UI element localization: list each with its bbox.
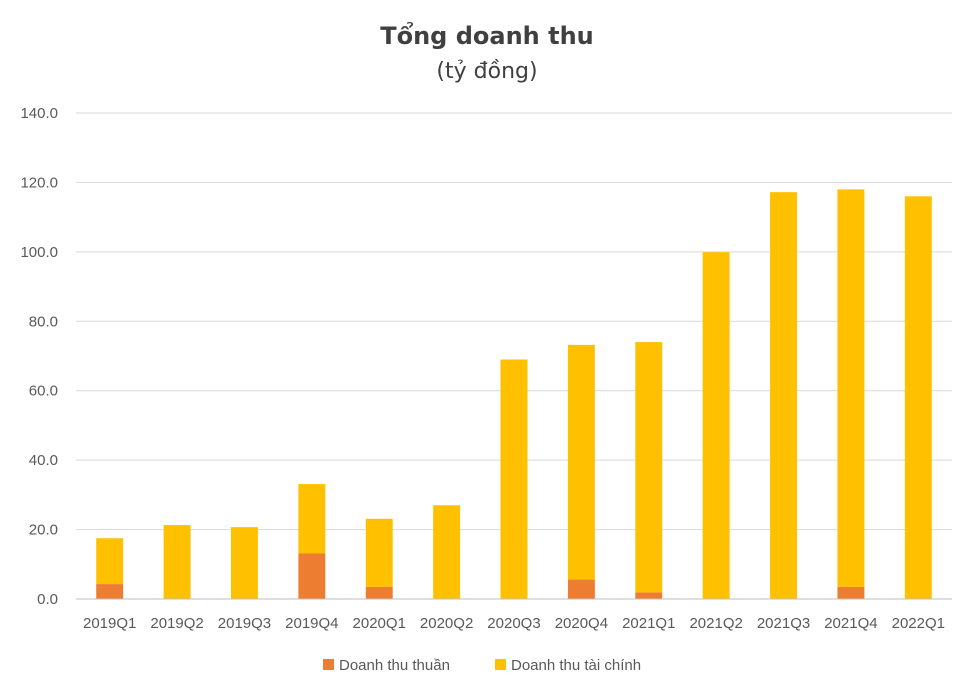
bar-doanh-thu-tai-chinh — [298, 484, 326, 554]
chart-title: Tổng doanh thu — [380, 20, 594, 50]
x-tick-label: 2019Q1 — [83, 615, 136, 632]
y-axis-ticks: 0.0 20.0 40.0 60.0 80.0 100.0 120.0 140.0 — [20, 105, 58, 608]
x-tick-label: 2022Q1 — [892, 615, 945, 632]
y-tick-label: 20.0 — [29, 522, 58, 539]
bar-doanh-thu-thuan — [567, 579, 595, 599]
chart-subtitle: (tỷ đồng) — [436, 59, 537, 84]
bar-doanh-thu-tai-chinh — [163, 525, 191, 599]
bar-doanh-thu-thuan — [837, 586, 865, 599]
bar-doanh-thu-tai-chinh — [904, 196, 932, 600]
x-tick-label: 2020Q2 — [420, 615, 473, 632]
y-tick-label: 140.0 — [20, 105, 58, 122]
legend-label: Doanh thu thuần — [339, 657, 450, 674]
y-tick-label: 60.0 — [29, 383, 58, 400]
legend-swatch-doanh-thu-tai-chinh — [495, 659, 506, 670]
bar-doanh-thu-tai-chinh — [770, 192, 798, 600]
x-tick-label: 2020Q4 — [555, 615, 608, 632]
x-axis-ticks: 2019Q1 2019Q2 2019Q3 2019Q4 2020Q1 2020Q2 2020… — [83, 615, 945, 632]
bar-doanh-thu-tai-chinh — [365, 518, 393, 587]
bar-doanh-thu-tai-chinh — [96, 538, 124, 585]
x-tick-label: 2020Q1 — [353, 615, 406, 632]
bar-doanh-thu-tai-chinh — [567, 344, 595, 580]
x-tick-label: 2020Q3 — [487, 615, 540, 632]
bar-doanh-thu-tai-chinh — [635, 342, 663, 593]
bar-doanh-thu-thuan — [96, 584, 124, 599]
y-tick-label: 0.0 — [37, 591, 58, 608]
bar-doanh-thu-tai-chinh — [837, 189, 865, 587]
x-tick-label: 2019Q2 — [150, 615, 203, 632]
bar-doanh-thu-tai-chinh — [230, 527, 258, 599]
legend-label: Doanh thu tài chính — [511, 657, 641, 674]
x-tick-label: 2021Q4 — [824, 615, 877, 632]
bar-doanh-thu-tai-chinh — [500, 359, 528, 599]
y-tick-label: 80.0 — [29, 313, 58, 330]
legend: Doanh thu thuần Doanh thu tài chính — [323, 657, 641, 674]
x-tick-label: 2021Q2 — [689, 615, 742, 632]
bar-doanh-thu-thuan — [298, 553, 326, 599]
bar-doanh-thu-thuan — [365, 586, 393, 599]
y-tick-label: 120.0 — [20, 174, 58, 191]
bar-doanh-thu-thuan — [635, 592, 663, 599]
x-tick-label: 2019Q4 — [285, 615, 338, 632]
legend-swatch-doanh-thu-thuan — [323, 659, 334, 670]
y-tick-label: 40.0 — [29, 452, 58, 469]
x-tick-label: 2021Q1 — [622, 615, 675, 632]
x-tick-label: 2021Q3 — [757, 615, 810, 632]
bars — [96, 189, 932, 600]
x-tick-label: 2019Q3 — [218, 615, 271, 632]
y-tick-label: 100.0 — [20, 244, 58, 261]
bar-doanh-thu-tai-chinh — [433, 505, 461, 599]
bar-doanh-thu-tai-chinh — [702, 252, 730, 599]
